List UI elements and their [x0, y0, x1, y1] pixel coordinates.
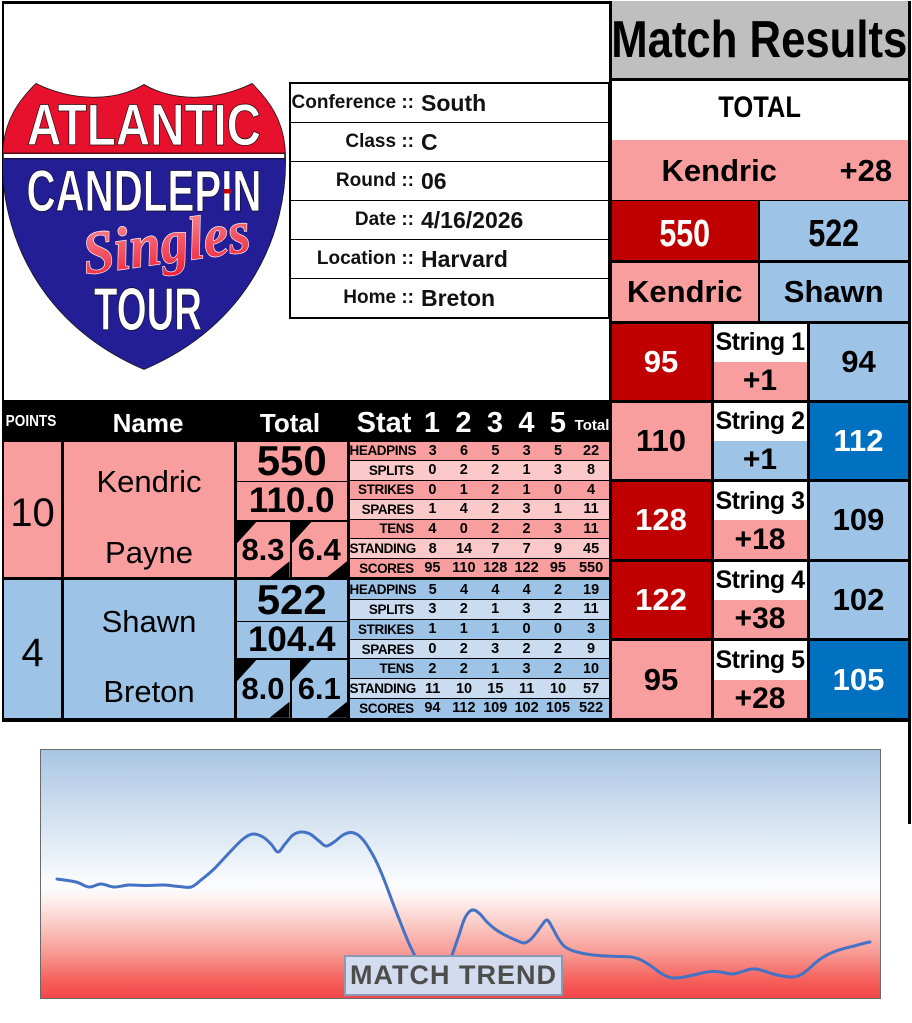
- svg-text:CANDLEPIN: CANDLEPIN: [27, 159, 262, 224]
- svg-text:ATLANTIC: ATLANTIC: [27, 93, 261, 158]
- svg-text:TOUR: TOUR: [94, 276, 202, 343]
